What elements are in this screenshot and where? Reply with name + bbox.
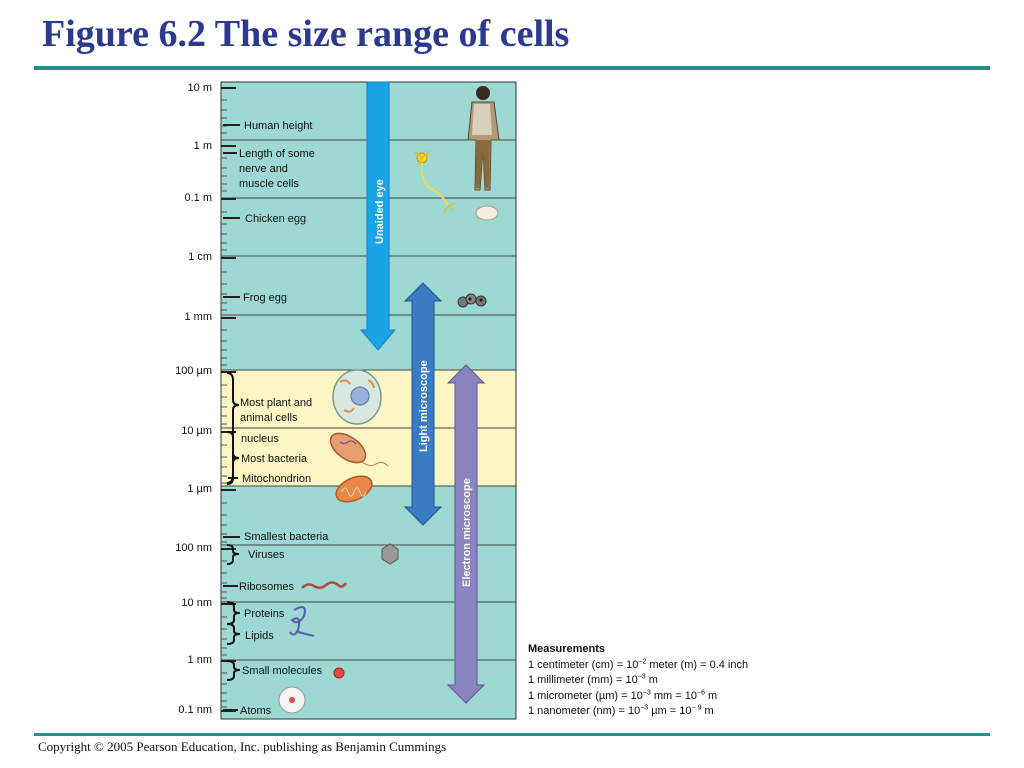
brace-viruses [226, 544, 240, 565]
title-divider [34, 66, 990, 70]
animal-cell-illustration [332, 369, 382, 425]
measurements-box: Measurements 1 centimeter (cm) = 10−2 me… [528, 642, 748, 720]
label-nerve-line1: Length of some [239, 148, 315, 160]
label-small-molecules: Small molecules [242, 665, 323, 677]
measurement-um: 1 micrometer (µm) = 10−3 mm = 10−6 m [528, 688, 718, 702]
measurement-nm: 1 nanometer (nm) = 10−3 µm = 10− 9 m [528, 704, 714, 717]
virus-illustration [381, 543, 399, 565]
light-microscope-arrow: Light microscope [403, 282, 443, 526]
label-most-bacteria: Most bacteria [241, 453, 308, 465]
scale-label-1nm: 1 nm [187, 654, 212, 666]
label-frog-egg: Frog egg [243, 292, 287, 304]
measurement-cm: 1 centimeter (cm) = 10−2 meter (m) = 0.4… [528, 657, 749, 671]
brace-proteins [226, 601, 241, 625]
scale-label-0-1m: 0.1 m [184, 192, 212, 204]
label-lipids: Lipids [245, 630, 274, 642]
mitochondrion-illustration [335, 475, 373, 503]
bacterium-illustration [329, 432, 389, 467]
brace-bacteria [226, 431, 240, 485]
scale-label-1mm: 1 mm [184, 311, 213, 323]
minor-ticks [221, 99, 227, 708]
label-nerve-line2: nerve and [239, 163, 288, 175]
scale-label-10um: 10 µm [181, 425, 212, 437]
scale-label-100um: 100 µm [175, 365, 212, 377]
copyright-notice: Copyright © 2005 Pearson Education, Inc.… [38, 739, 447, 754]
footer-divider [34, 733, 990, 736]
atom-illustration [278, 686, 306, 714]
brace-small-molecules [226, 660, 241, 681]
electron-microscope-arrow: Electron microscope [446, 364, 486, 704]
brace-lipids [226, 623, 241, 645]
scale-label-1um: 1 µm [187, 483, 212, 495]
label-ribosomes: Ribosomes [239, 581, 295, 593]
label-nucleus: nucleus [241, 433, 279, 445]
label-human-height: Human height [244, 120, 313, 132]
scale-label-1cm: 1 cm [188, 251, 212, 263]
label-atoms: Atoms [240, 705, 272, 717]
scale-label-10m: 10 m [187, 82, 212, 94]
slide-title: Figure 6.2 The size range of cells [42, 13, 570, 55]
label-smallest-bacteria: Smallest bacteria [244, 531, 329, 543]
label-chicken-egg: Chicken egg [245, 213, 306, 225]
human-figure-illustration [467, 86, 500, 191]
label-cells-line2: animal cells [240, 412, 298, 424]
unaided-eye-label: Unaided eye [374, 179, 386, 244]
label-proteins: Proteins [244, 608, 285, 620]
electron-microscope-label: Electron microscope [461, 478, 473, 587]
unaided-eye-arrow: Unaided eye [359, 81, 397, 351]
nerve-cell-illustration [414, 150, 457, 213]
protein-illustration [289, 606, 315, 637]
label-cells-line1: Most plant and [240, 397, 312, 409]
frog-egg-illustration [457, 293, 487, 308]
scale-label-1m: 1 m [193, 140, 212, 152]
chicken-egg-illustration [475, 205, 499, 221]
scale-label-0-1nm: 0.1 nm [178, 704, 212, 716]
measurements-heading: Measurements [528, 643, 606, 655]
measurement-mm: 1 millimeter (mm) = 10−3 m [528, 673, 658, 686]
label-nerve-line3: muscle cells [239, 178, 299, 190]
brace-group [226, 372, 241, 681]
ribosome-chain-illustration [301, 581, 348, 589]
small-molecule-illustration [333, 667, 345, 679]
object-markers [223, 124, 240, 711]
label-mitochondrion: Mitochondrion [242, 473, 311, 485]
scale-label-10nm: 10 nm [181, 597, 212, 609]
scale-label-100nm: 100 nm [175, 542, 212, 554]
light-microscope-label: Light microscope [418, 360, 430, 452]
label-viruses: Viruses [248, 549, 285, 561]
